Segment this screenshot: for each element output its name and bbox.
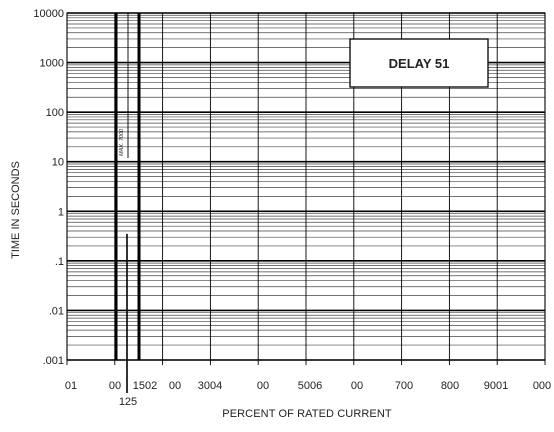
x-tick-labels: 01 00 1502 00 3004 00 5006 00 700 800 9001 000 <box>65 380 551 392</box>
y-tick-label: 10000 <box>33 8 64 20</box>
marker-label-125: 125 <box>119 396 137 408</box>
x-tick-label: 700 <box>395 380 413 392</box>
legend-label: DELAY 51 <box>389 56 450 71</box>
y-axis-title: TIME IN SECONDS <box>10 161 22 259</box>
y-tick-label: 1000 <box>40 58 64 70</box>
y-tick-labels: .001 .01 .1 1 10 100 1000 10000 <box>33 8 64 367</box>
y-tick-label: .001 <box>43 355 64 367</box>
legend: DELAY 51 <box>349 38 489 88</box>
x-tick-label: 00 <box>169 380 181 392</box>
x-tick-label: 9001 <box>484 380 508 392</box>
plot-frame <box>66 12 546 361</box>
x-tick-label: 5006 <box>298 380 322 392</box>
major-grid <box>66 12 546 365</box>
x-tick-label: 00 <box>351 380 363 392</box>
x-tick-label: 1502 <box>133 380 157 392</box>
y-tick-label: .1 <box>55 256 64 268</box>
legend-box <box>349 38 489 88</box>
current-markers: 125 <box>114 13 141 408</box>
x-tick-label: 01 <box>65 380 77 392</box>
y-tick-label: .01 <box>49 305 64 317</box>
y-tick-label: 10 <box>52 157 64 169</box>
y-tick-label: 1 <box>58 206 64 218</box>
x-tick-label: 00 <box>257 380 269 392</box>
x-tick-label: 00 <box>109 380 121 392</box>
x-tick-label: 800 <box>441 380 459 392</box>
max-annotation: MAX. 7000 <box>119 128 125 156</box>
y-tick-label: 100 <box>46 107 64 119</box>
x-axis-title: PERCENT OF RATED CURRENT <box>222 408 392 420</box>
x-tick-label: 3004 <box>198 380 222 392</box>
x-tick-label: 000 <box>533 380 551 392</box>
